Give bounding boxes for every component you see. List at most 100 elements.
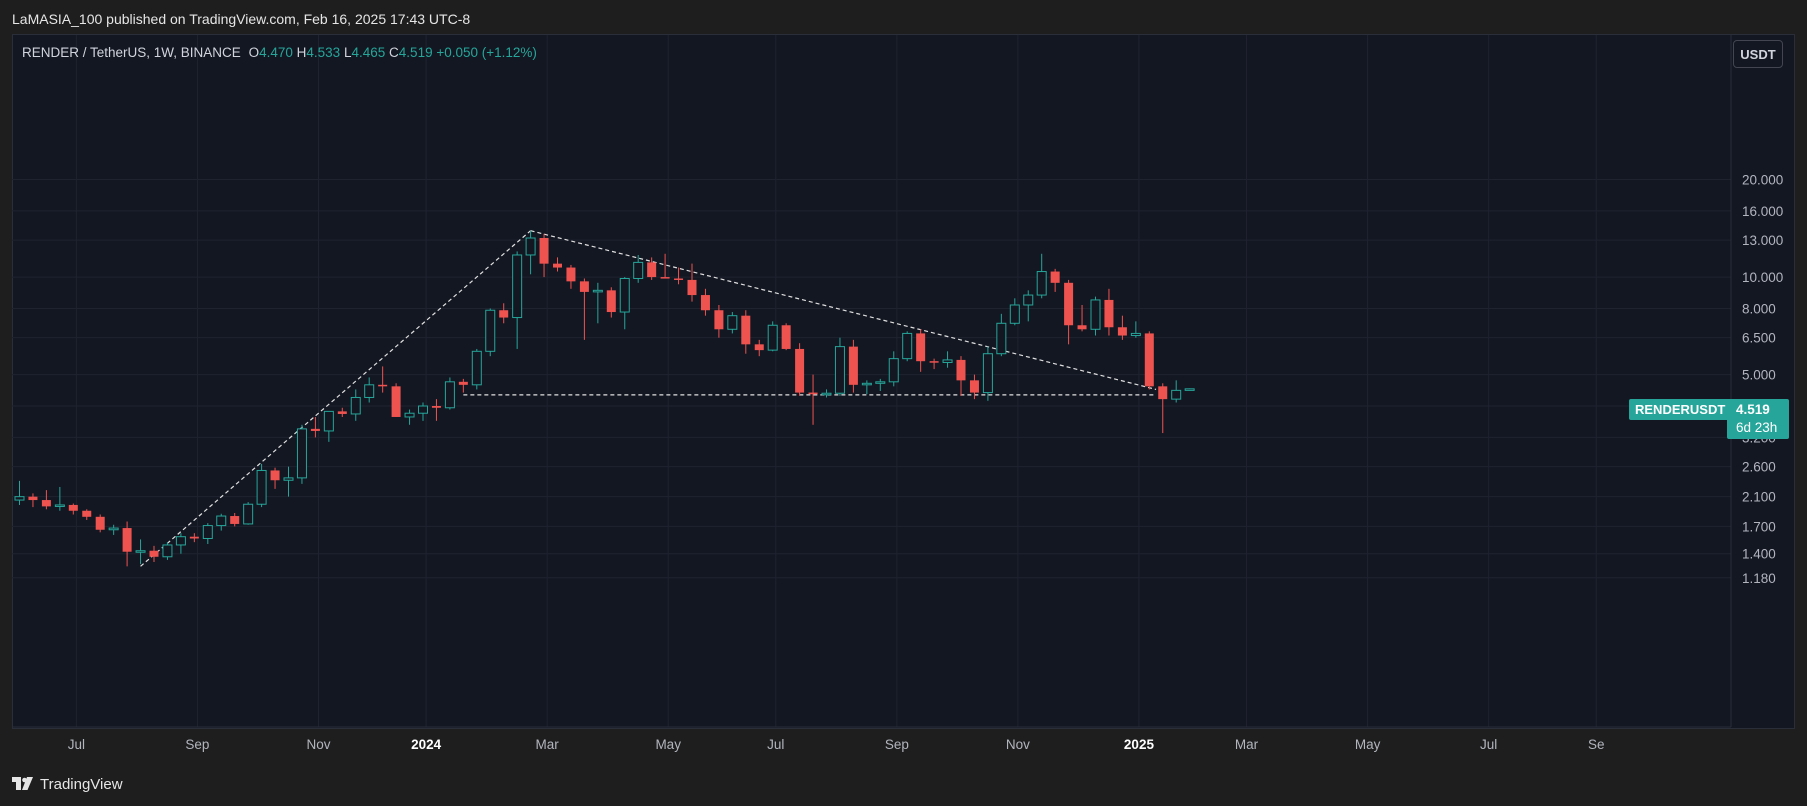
candle-47[interactable] (647, 257, 657, 280)
candle-14[interactable] (202, 523, 213, 545)
chart-pane[interactable] (12, 34, 1795, 729)
candle-5[interactable] (82, 509, 92, 520)
candle-67[interactable] (916, 329, 926, 372)
x-tick-label-3: 2024 (411, 737, 442, 752)
candle-55[interactable] (754, 339, 764, 357)
candle-1[interactable] (28, 493, 38, 508)
candle-8[interactable] (122, 521, 132, 567)
candle-body-7 (108, 527, 119, 531)
candle-58[interactable] (795, 343, 805, 396)
candle-57[interactable] (781, 323, 791, 351)
candle-9[interactable] (135, 539, 146, 565)
candle-51[interactable] (700, 288, 710, 316)
candle-45[interactable] (619, 277, 630, 330)
candle-33[interactable] (458, 378, 468, 393)
candle-42[interactable] (579, 278, 589, 340)
candle-39[interactable] (539, 233, 549, 278)
candle-37[interactable] (512, 251, 523, 349)
candle-68[interactable] (929, 358, 939, 370)
candle-30[interactable] (418, 402, 428, 421)
candle-62[interactable] (848, 339, 858, 393)
candle-60[interactable] (821, 389, 832, 398)
candle-63[interactable] (861, 380, 872, 395)
candle-13[interactable] (189, 533, 199, 543)
candle-29[interactable] (404, 409, 415, 425)
candle-31[interactable] (431, 399, 441, 421)
candle-64[interactable] (875, 378, 886, 391)
candle-38[interactable] (525, 230, 536, 275)
candle-28[interactable] (391, 383, 401, 417)
low-label: L (343, 45, 352, 60)
candle-82[interactable] (1117, 315, 1127, 340)
candle-26[interactable] (364, 377, 375, 403)
candle-59[interactable] (808, 374, 818, 425)
tradingview-footer[interactable]: TradingView (12, 774, 123, 794)
candle-74[interactable] (1009, 298, 1020, 326)
candle-53[interactable] (727, 312, 738, 334)
candle-77[interactable] (1050, 268, 1060, 292)
candle-73[interactable] (996, 313, 1007, 357)
candle-16[interactable] (230, 512, 240, 527)
candle-56[interactable] (767, 321, 778, 352)
candle-12[interactable] (175, 533, 186, 554)
candle-25[interactable] (350, 389, 361, 421)
candle-0[interactable] (14, 480, 25, 505)
candle-41[interactable] (566, 264, 576, 289)
candle-72[interactable] (982, 346, 993, 401)
candle-86[interactable] (1171, 380, 1182, 403)
candle-18[interactable] (256, 463, 267, 508)
candle-17[interactable] (243, 502, 254, 525)
candle-32[interactable] (444, 377, 455, 410)
candle-70[interactable] (956, 356, 966, 396)
candle-23[interactable] (323, 410, 334, 442)
candle-35[interactable] (485, 308, 496, 357)
currency-button[interactable]: USDT (1733, 40, 1783, 68)
candle-75[interactable] (1023, 290, 1034, 322)
candle-40[interactable] (553, 257, 562, 272)
candle-2[interactable] (41, 490, 51, 510)
candle-83[interactable] (1130, 321, 1141, 338)
candle-79[interactable] (1077, 304, 1087, 332)
candle-50[interactable] (687, 263, 697, 302)
candle-15[interactable] (216, 513, 227, 531)
trendline-0[interactable] (140, 230, 531, 567)
trendline-1[interactable] (530, 230, 1157, 391)
candle-71[interactable] (969, 374, 979, 400)
candle-7[interactable] (108, 524, 119, 535)
candle-87[interactable] (1184, 388, 1195, 391)
candle-84[interactable] (1144, 331, 1154, 390)
candle-76[interactable] (1036, 253, 1047, 299)
candle-10[interactable] (149, 545, 159, 563)
candle-20[interactable] (283, 466, 294, 497)
candle-27[interactable] (378, 366, 388, 393)
candle-21[interactable] (296, 424, 307, 484)
candle-85[interactable] (1158, 383, 1168, 434)
candle-46[interactable] (633, 254, 644, 283)
candle-49[interactable] (674, 267, 684, 285)
candle-3[interactable] (54, 486, 65, 511)
candle-4[interactable] (68, 503, 78, 515)
candle-43[interactable] (592, 282, 603, 324)
candle-44[interactable] (606, 287, 616, 318)
candle-78[interactable] (1064, 279, 1074, 345)
candle-24[interactable] (337, 407, 347, 417)
candle-body-67 (916, 333, 926, 362)
candle-19[interactable] (270, 467, 280, 489)
candle-11[interactable] (162, 542, 173, 560)
candle-61[interactable] (834, 337, 845, 396)
candle-69[interactable] (942, 351, 953, 368)
candle-80[interactable] (1090, 296, 1101, 336)
candle-48[interactable] (660, 253, 670, 279)
candle-66[interactable] (902, 331, 913, 362)
symbol-title[interactable]: RENDER / TetherUS, 1W, BINANCE (22, 45, 241, 60)
candle-body-79 (1077, 325, 1087, 330)
candle-65[interactable] (888, 351, 899, 387)
candle-81[interactable] (1104, 288, 1114, 336)
candle-34[interactable] (471, 348, 482, 390)
candle-6[interactable] (95, 514, 105, 533)
candle-36[interactable] (499, 303, 509, 324)
candle-52[interactable] (714, 304, 724, 338)
candle-22[interactable] (310, 416, 320, 438)
candle-54[interactable] (741, 310, 751, 354)
